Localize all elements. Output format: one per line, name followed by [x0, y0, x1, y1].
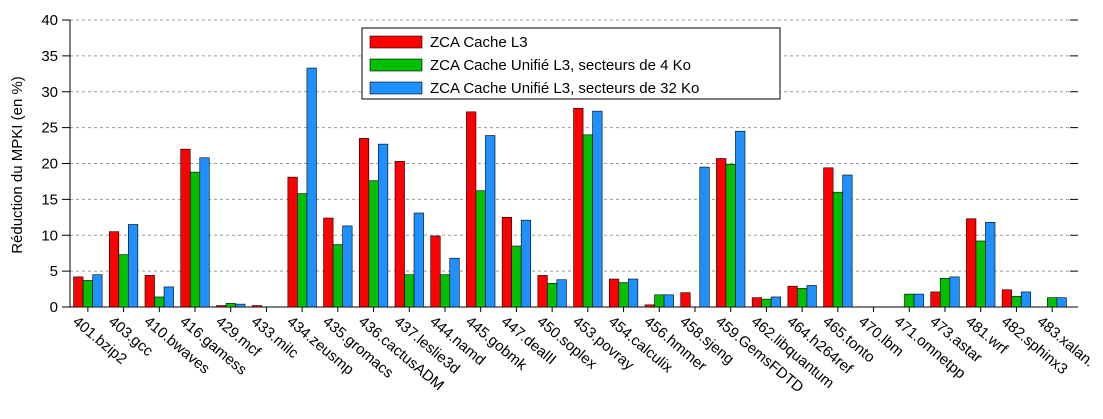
bar [73, 276, 84, 308]
bar [297, 193, 308, 308]
bar [949, 276, 960, 308]
bar [439, 274, 451, 308]
bar [735, 130, 746, 308]
bar [1011, 295, 1022, 308]
bar [225, 303, 236, 308]
bar [144, 275, 155, 308]
bar [842, 174, 853, 308]
bar [501, 217, 512, 308]
bar [92, 274, 103, 308]
bar [680, 292, 691, 308]
bar [770, 296, 782, 308]
bar [82, 280, 93, 308]
bar [608, 278, 620, 308]
legend-label: ZCA Cache L3 [430, 34, 528, 51]
bar [358, 138, 370, 308]
legend-label: ZCA Cache Unifié L3, secteurs de 4 Ko [430, 57, 691, 74]
y-axis-label: Réduction du MPKI (en %) [9, 76, 26, 254]
bar [511, 245, 522, 308]
bar [787, 285, 798, 308]
bar [966, 218, 977, 308]
bar [751, 297, 762, 308]
bar [592, 110, 603, 308]
bar [628, 278, 639, 308]
bar [118, 254, 129, 308]
bar [930, 291, 941, 308]
legend-swatch [369, 58, 423, 72]
bar [1047, 297, 1058, 308]
bar [823, 167, 834, 308]
y-tick-label: 25 [41, 120, 58, 137]
bar [251, 305, 262, 308]
bar [163, 286, 174, 308]
bar [537, 275, 548, 308]
bar [154, 296, 165, 308]
y-tick-label: 5 [50, 263, 58, 280]
bar [699, 166, 710, 308]
bar [1020, 291, 1032, 308]
bar [108, 231, 120, 308]
bar [832, 191, 843, 308]
bar [189, 171, 201, 308]
bar [582, 134, 593, 308]
bar [199, 157, 210, 308]
bar [216, 305, 227, 308]
bar [449, 257, 460, 308]
bar [644, 304, 655, 308]
bar [520, 219, 532, 308]
y-tick-label: 35 [41, 48, 58, 65]
legend-label: ZCA Cache Unifié L3, secteurs de 32 Ko [430, 80, 699, 97]
bar [430, 235, 441, 308]
bar [485, 135, 496, 308]
legend-swatch [369, 35, 423, 49]
bar [475, 190, 486, 308]
bar [797, 288, 808, 308]
bar [939, 277, 951, 308]
bar [716, 158, 727, 308]
bar [306, 67, 317, 308]
y-tick-label: 15 [41, 191, 58, 208]
bar [663, 294, 674, 308]
bar [287, 176, 298, 308]
bar [913, 293, 924, 308]
bar [904, 293, 915, 308]
y-tick-label: 10 [41, 227, 58, 244]
bar [573, 107, 584, 308]
bar [556, 279, 567, 308]
bar [413, 212, 424, 308]
bar [806, 285, 817, 308]
bar [466, 111, 477, 308]
y-tick-label: 30 [41, 84, 58, 101]
bar [985, 222, 996, 308]
bar [128, 224, 139, 308]
bar [1001, 289, 1012, 308]
bar [404, 274, 415, 308]
y-tick-label: 0 [50, 299, 58, 316]
bar [332, 244, 343, 308]
bar [618, 282, 629, 308]
legend-swatch [369, 81, 423, 95]
bar [394, 161, 405, 308]
bar [654, 294, 665, 308]
bar [547, 283, 558, 308]
bar [761, 298, 772, 308]
bar [235, 303, 246, 308]
bar [378, 143, 389, 308]
bar [975, 240, 986, 308]
bar [180, 148, 191, 308]
bar [323, 217, 334, 308]
legend-box [361, 27, 781, 100]
bar [1056, 297, 1067, 308]
bar [368, 180, 379, 308]
y-tick-label: 40 [41, 12, 58, 29]
bar [725, 163, 736, 308]
bar [342, 225, 353, 308]
y-tick-label: 20 [41, 156, 58, 173]
